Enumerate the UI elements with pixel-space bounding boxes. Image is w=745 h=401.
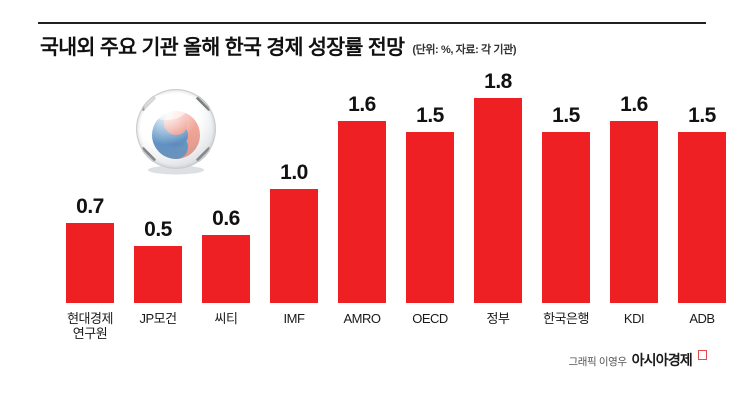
bar-value-label: 0.5 [144,218,172,241]
bar-value-label: 0.6 [212,207,240,230]
bar-category-label-line: 한국은행 [543,311,589,326]
bar[interactable] [338,121,386,303]
bar-category-label: 현대경제 연구원 [50,311,130,342]
bar-category-label-line: OECD [412,311,448,326]
bar-category-label: JP모건 [118,311,198,326]
bar-value-label: 1.8 [484,70,512,93]
south-korea-flag-orb-svg [136,89,216,175]
bar-value-label: 1.5 [688,104,716,127]
bar-category-label: ADB [662,311,742,326]
bar[interactable] [678,132,726,303]
bar-category-label-line: JP모건 [139,311,177,326]
header: 국내외 주요 기관 올해 한국 경제 성장률 전망 (단위: %, 자료: 각 … [40,30,710,60]
bar-category-label-line: IMF [283,311,305,326]
bar-category-label-line: ADB [689,311,715,326]
page-title: 국내외 주요 기관 올해 한국 경제 성장률 전망 [40,36,405,59]
bar-category-label: OECD [390,311,470,326]
bar-value-label: 0.7 [76,195,104,218]
bar-category-label: KDI [594,311,674,326]
bar-category-label: 씨티 [186,311,266,326]
bar-category-label: AMRO [322,311,402,326]
bar[interactable] [202,235,250,303]
bar[interactable] [610,121,658,303]
bar-category-label: 한국은행 [526,311,606,326]
bar-value-label: 1.6 [620,93,648,116]
credit-author: 그래픽 이영우 [568,356,627,368]
bar[interactable] [134,246,182,303]
bar-value-label: 1.0 [280,161,308,184]
bar-category-label: 정부 [458,311,538,326]
chart-subtitle: (단위: %, 자료: 각 기관) [412,44,517,56]
bar-value-label: 1.5 [416,104,444,127]
bar-category-label-line: AMRO [343,311,382,326]
bar-category-label-line: KDI [623,311,645,326]
bar[interactable] [270,189,318,303]
bar-category-label-line: 현대경제 [67,311,113,326]
bar-value-label: 1.6 [348,93,376,116]
bar-value-label: 1.5 [552,104,580,127]
bar-category-label: IMF [254,311,334,326]
bar[interactable] [66,223,114,303]
bar-category-label-line: 연구원 [72,326,108,342]
asiae-flag-mark-icon [698,350,707,360]
bar-category-label-line: 씨티 [214,311,238,326]
bar[interactable] [542,132,590,303]
south-korea-flag-orb [132,87,220,175]
header-rule [38,22,706,24]
bar[interactable] [406,132,454,303]
bar[interactable] [474,98,522,303]
credit-line: 그래픽 이영우 아시아경제 [569,350,707,370]
bar-category-label-line: 정부 [486,311,510,326]
credit-brand: 아시아경제 [631,352,693,368]
